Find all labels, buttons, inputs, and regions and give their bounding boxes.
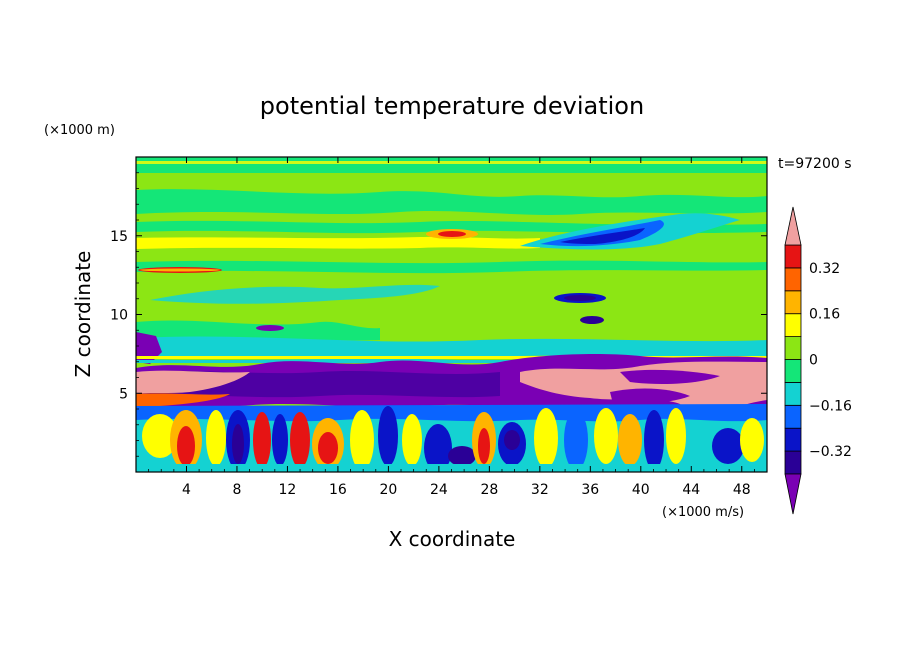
colorbar-segment — [784, 313, 802, 338]
colorbar-tick-label: 0.16 — [809, 307, 840, 323]
x-tick-label: 20 — [379, 482, 397, 498]
field-region — [504, 430, 520, 450]
field-region — [620, 369, 720, 384]
y-tick-label: 15 — [110, 229, 128, 245]
field-region — [610, 388, 690, 403]
colorbar-tick-label: 0.32 — [809, 261, 840, 277]
contour-field — [136, 157, 767, 472]
x-tick-label: 32 — [531, 482, 549, 498]
field-region — [136, 393, 230, 406]
x-axis: 4 8 12 16 20 24 28 32 36 40 44 48 — [148, 157, 755, 498]
field-region — [150, 284, 440, 304]
field-region — [290, 412, 310, 468]
field-region — [256, 325, 284, 331]
field-region — [272, 414, 288, 466]
colorbar-lower-extension — [784, 473, 802, 515]
x-tick-label: 44 — [682, 482, 700, 498]
x-unit-label: (×1000 m/s) — [662, 505, 744, 520]
x-tick-label: 4 — [182, 482, 191, 498]
y-tick-label: 5 — [119, 386, 128, 402]
field-region — [540, 220, 664, 247]
field-region — [424, 424, 452, 472]
colorbar-tick-label: −0.16 — [809, 398, 852, 414]
colorbar-tick-label: −0.32 — [809, 444, 852, 460]
field-region — [594, 408, 618, 464]
field-region — [564, 410, 588, 470]
field-region — [136, 161, 767, 164]
x-tick-label: 48 — [733, 482, 751, 498]
field-region — [560, 228, 645, 244]
field-region — [318, 432, 338, 464]
field-region — [378, 406, 398, 466]
field-region — [136, 320, 380, 341]
colorbar-upper-extension — [784, 206, 802, 246]
colorbar-segment — [784, 359, 802, 383]
field-region — [177, 426, 195, 466]
field-region — [618, 414, 642, 466]
field-region — [644, 410, 664, 470]
x-tick-label: 16 — [329, 482, 347, 498]
y-tick-label: 10 — [110, 308, 128, 324]
colorbar-tick-label: 0 — [809, 353, 818, 369]
field-region — [712, 428, 744, 464]
field-region — [350, 410, 374, 470]
field-region — [136, 157, 767, 173]
y-axis: 5 10 15 — [110, 172, 767, 457]
field-region — [136, 189, 767, 215]
field-region — [666, 408, 686, 464]
field-region — [740, 418, 764, 462]
time-label: t=97200 s — [778, 156, 852, 172]
field-region — [206, 410, 226, 466]
field-region — [136, 260, 767, 274]
field-region — [448, 446, 476, 466]
field-region — [253, 412, 271, 468]
field-region — [232, 424, 244, 464]
field-region — [136, 370, 250, 394]
colorbar-segment — [784, 336, 802, 360]
colorbar-segment — [784, 450, 802, 475]
colorbar-segment — [784, 290, 802, 315]
field-region — [478, 428, 490, 464]
x-tick-label: 28 — [480, 482, 498, 498]
field-region — [402, 414, 422, 466]
colorbar-segment — [784, 244, 802, 269]
x-tick-label: 36 — [581, 482, 599, 498]
colorbar-segment — [784, 427, 802, 452]
colorbar-segment — [784, 404, 802, 429]
y-unit-label: (×1000 m) — [44, 123, 115, 138]
field-region — [564, 295, 596, 301]
colorbar: 0.32 0.16 0 −0.16 −0.32 — [784, 206, 852, 515]
chart-title: potential temperature deviation — [260, 92, 644, 120]
field-region — [142, 414, 178, 458]
y-axis-label: Z coordinate — [71, 251, 95, 378]
colorbar-segment — [784, 381, 802, 406]
field-region — [136, 464, 767, 472]
x-tick-label: 40 — [632, 482, 650, 498]
field-region — [534, 408, 558, 468]
field-region — [688, 420, 708, 460]
field-region — [136, 356, 767, 359]
colorbar-segment — [784, 267, 802, 292]
field-region — [140, 268, 220, 272]
x-tick-label: 12 — [279, 482, 297, 498]
field-region — [136, 236, 540, 249]
field-region — [438, 231, 466, 237]
x-axis-label: X coordinate — [389, 527, 516, 551]
field-region — [580, 316, 604, 324]
x-tick-label: 24 — [430, 482, 448, 498]
x-tick-label: 8 — [232, 482, 241, 498]
field-region — [136, 360, 767, 363]
